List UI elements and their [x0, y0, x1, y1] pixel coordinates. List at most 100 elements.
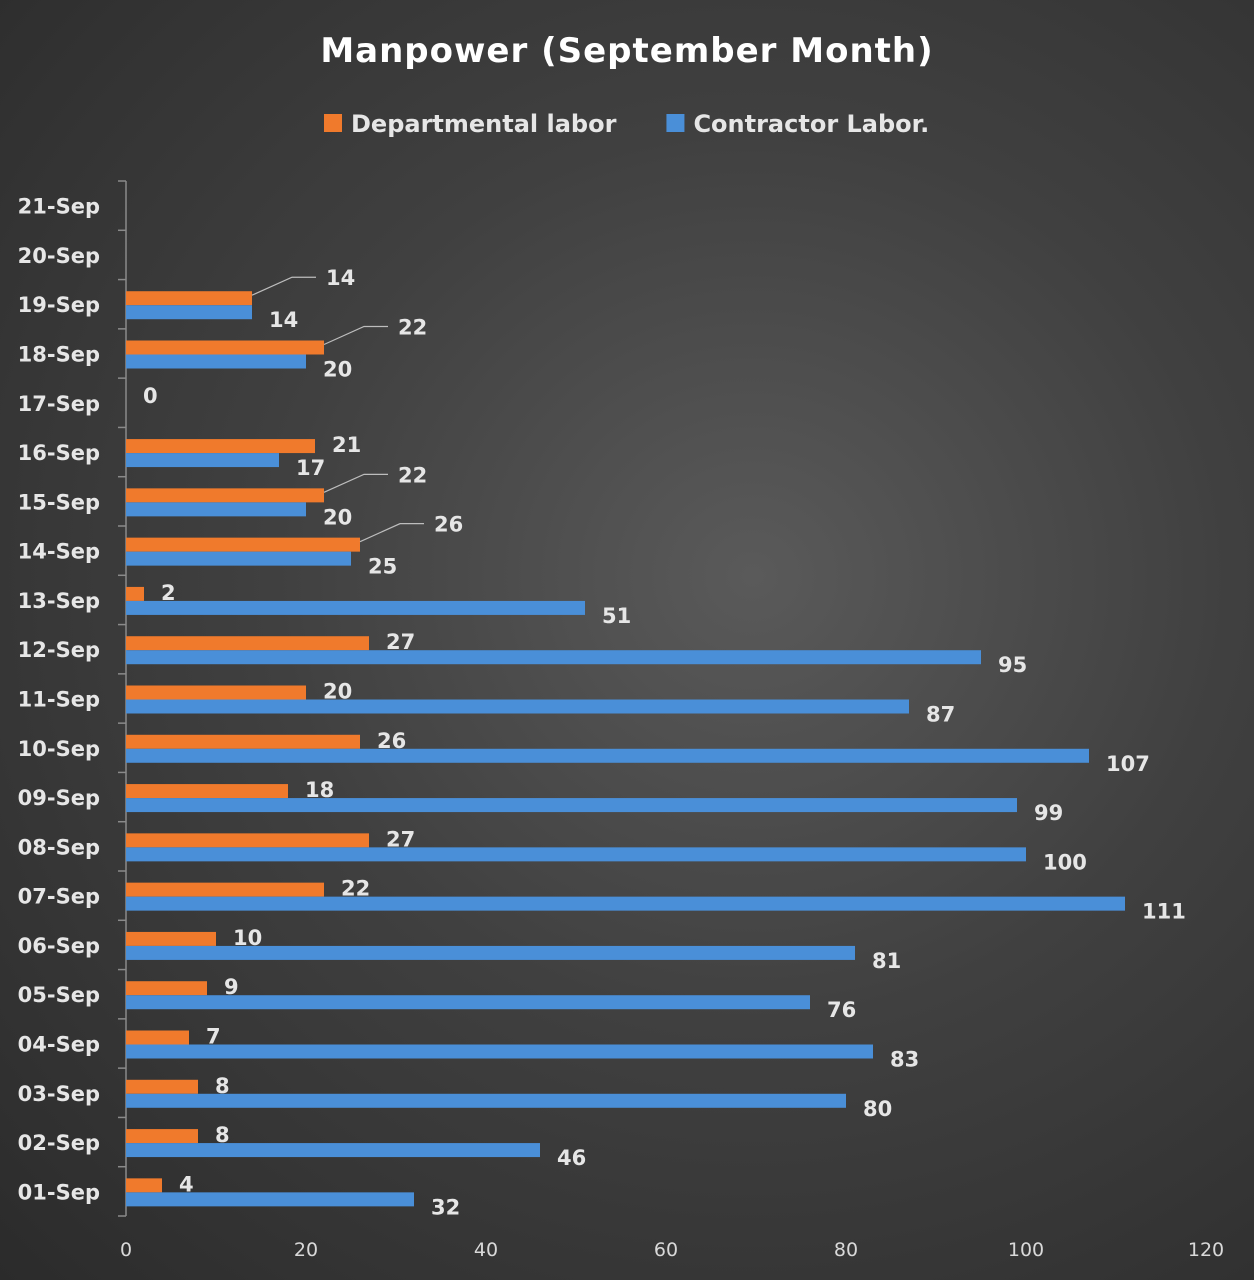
data-label-departmental: 4 [179, 1172, 194, 1196]
bar-departmental [126, 1178, 162, 1193]
bar-departmental [126, 882, 324, 897]
category-label: 15-Sep [18, 490, 100, 514]
data-label-departmental: 27 [386, 630, 415, 654]
bar-contractor [126, 945, 855, 960]
value-tick-label: 40 [474, 1239, 498, 1261]
bar-contractor [126, 1192, 414, 1207]
bar-departmental [126, 636, 369, 651]
category-label: 10-Sep [18, 737, 100, 761]
chart-title: Manpower (September Month) [320, 31, 933, 71]
bar-contractor [126, 551, 351, 566]
bar-contractor [126, 699, 909, 714]
category-label: 11-Sep [18, 688, 100, 712]
bar-contractor [126, 847, 1026, 862]
data-label-contractor: 20 [323, 358, 352, 382]
data-label-contractor: 46 [557, 1146, 586, 1170]
bar-departmental [126, 1030, 189, 1045]
data-label-departmental: 7 [206, 1025, 221, 1049]
data-label-contractor: 83 [890, 1048, 919, 1072]
value-tick-label: 100 [1008, 1239, 1044, 1261]
leader-line [323, 473, 388, 493]
bar-contractor [126, 748, 1089, 763]
axes: 01-Sep 02-Sep 03-Sep 04-Sep 05-Sep 06-Sep 07-S… [18, 180, 1224, 1261]
category-label: 06-Sep [18, 934, 100, 958]
bar-departmental [126, 784, 288, 799]
bar-departmental [126, 340, 324, 355]
data-label-contractor: 81 [872, 949, 901, 973]
category-label: 13-Sep [18, 589, 100, 613]
data-label-departmental: 8 [215, 1074, 230, 1098]
value-tick-label: 20 [294, 1239, 318, 1261]
bar-departmental [126, 833, 369, 848]
data-label-departmental: 14 [326, 266, 355, 290]
bar-departmental [126, 685, 306, 700]
category-label: 14-Sep [18, 540, 100, 564]
data-label-contractor: 100 [1043, 850, 1087, 874]
data-label-contractor: 17 [296, 456, 325, 480]
bar-contractor [126, 1044, 873, 1059]
bar-departmental [126, 981, 207, 996]
bar-contractor [126, 798, 1017, 813]
data-label-departmental: 8 [215, 1123, 230, 1147]
category-label: 17-Sep [18, 392, 100, 416]
category-label: 20-Sep [18, 244, 100, 268]
data-label-contractor: 87 [926, 703, 955, 727]
category-label: 04-Sep [18, 1033, 100, 1057]
data-label-departmental: 22 [398, 316, 427, 340]
data-label-contractor: 99 [1034, 801, 1063, 825]
data-labels: 32 4 46 8 80 8 83 7 76 9 81 10 111 22 100 27 99 18 107 26 87… [143, 266, 1186, 1219]
data-label-contractor: 25 [368, 555, 397, 579]
leader-line [251, 276, 316, 296]
legend-swatch-0 [324, 114, 342, 132]
data-label-contractor: 51 [602, 604, 631, 628]
data-label-departmental: 26 [377, 729, 406, 753]
data-label-departmental: 27 [386, 827, 415, 851]
category-label: 05-Sep [18, 983, 100, 1007]
value-tick-label: 120 [1188, 1239, 1224, 1261]
data-label-departmental: 10 [233, 926, 262, 950]
value-tick-label: 0 [120, 1239, 132, 1261]
bar-departmental [126, 1079, 198, 1094]
category-label: 08-Sep [18, 835, 100, 859]
bar-contractor [126, 600, 585, 615]
data-label-departmental: 18 [305, 778, 334, 802]
bar-contractor [126, 305, 252, 320]
data-label-departmental: 21 [332, 433, 361, 457]
bar-contractor [126, 453, 279, 468]
data-label-contractor: 80 [863, 1097, 892, 1121]
data-label-departmental: 0 [143, 384, 158, 408]
data-label-departmental: 22 [398, 463, 427, 487]
category-label: 19-Sep [18, 293, 100, 317]
bar-departmental [126, 931, 216, 946]
bar-contractor [126, 354, 306, 369]
bar-contractor [126, 650, 981, 665]
legend-label-0: Departmental labor [351, 110, 617, 138]
data-label-departmental: 2 [161, 581, 176, 605]
bar-departmental [126, 291, 252, 306]
data-label-contractor: 20 [323, 505, 352, 529]
bar-departmental [126, 1129, 198, 1144]
leader-line [359, 523, 424, 543]
bar-departmental [126, 734, 360, 749]
legend-swatch-1 [666, 114, 685, 132]
bar-departmental [126, 586, 144, 601]
category-label: 21-Sep [18, 195, 100, 219]
leader-line [323, 325, 388, 346]
category-label: 03-Sep [18, 1082, 100, 1106]
data-label-contractor: 76 [827, 998, 856, 1022]
value-tick-label: 80 [834, 1239, 858, 1261]
category-label: 16-Sep [18, 441, 100, 465]
data-label-contractor: 107 [1106, 752, 1150, 776]
data-label-contractor: 32 [431, 1195, 460, 1219]
data-label-contractor: 14 [269, 308, 298, 332]
category-label: 01-Sep [18, 1180, 100, 1204]
category-label: 12-Sep [18, 638, 100, 662]
bars [126, 291, 1125, 1207]
bar-departmental [126, 537, 360, 552]
category-label: 09-Sep [18, 786, 100, 810]
bar-departmental [126, 488, 324, 503]
category-label: 07-Sep [18, 885, 100, 909]
bar-contractor [126, 1143, 540, 1158]
bar-contractor [126, 1093, 846, 1108]
